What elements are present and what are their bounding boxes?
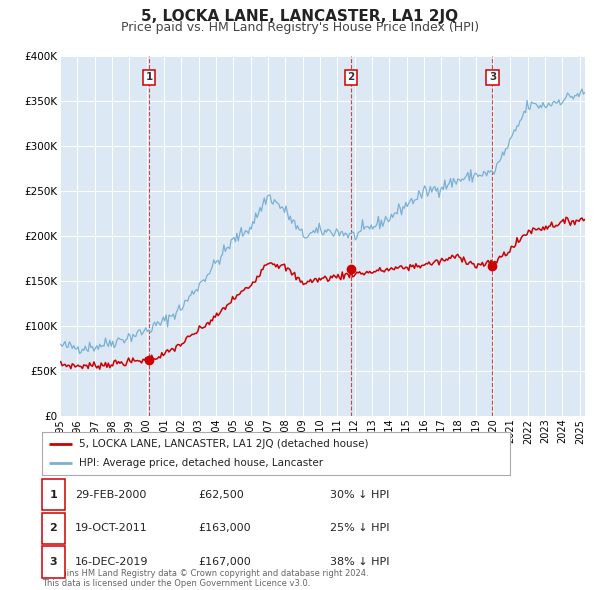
Text: 1: 1 [146,72,153,82]
Text: 3: 3 [50,557,57,567]
Text: 29-FEB-2000: 29-FEB-2000 [75,490,146,500]
Text: £163,000: £163,000 [198,523,251,533]
Text: Contains HM Land Registry data © Crown copyright and database right 2024.
This d: Contains HM Land Registry data © Crown c… [42,569,368,588]
Text: 3: 3 [489,72,496,82]
Text: 1: 1 [50,490,57,500]
Text: 5, LOCKA LANE, LANCASTER, LA1 2JQ (detached house): 5, LOCKA LANE, LANCASTER, LA1 2JQ (detac… [79,439,368,449]
Text: 2: 2 [50,523,57,533]
Text: HPI: Average price, detached house, Lancaster: HPI: Average price, detached house, Lanc… [79,458,323,468]
Text: 16-DEC-2019: 16-DEC-2019 [75,557,149,567]
Text: Price paid vs. HM Land Registry's House Price Index (HPI): Price paid vs. HM Land Registry's House … [121,21,479,34]
Text: 2: 2 [347,72,355,82]
Text: 19-OCT-2011: 19-OCT-2011 [75,523,148,533]
Text: 5, LOCKA LANE, LANCASTER, LA1 2JQ: 5, LOCKA LANE, LANCASTER, LA1 2JQ [142,9,458,24]
Text: £62,500: £62,500 [198,490,244,500]
Text: 30% ↓ HPI: 30% ↓ HPI [330,490,389,500]
Text: 25% ↓ HPI: 25% ↓ HPI [330,523,389,533]
Text: £167,000: £167,000 [198,557,251,567]
Text: 38% ↓ HPI: 38% ↓ HPI [330,557,389,567]
